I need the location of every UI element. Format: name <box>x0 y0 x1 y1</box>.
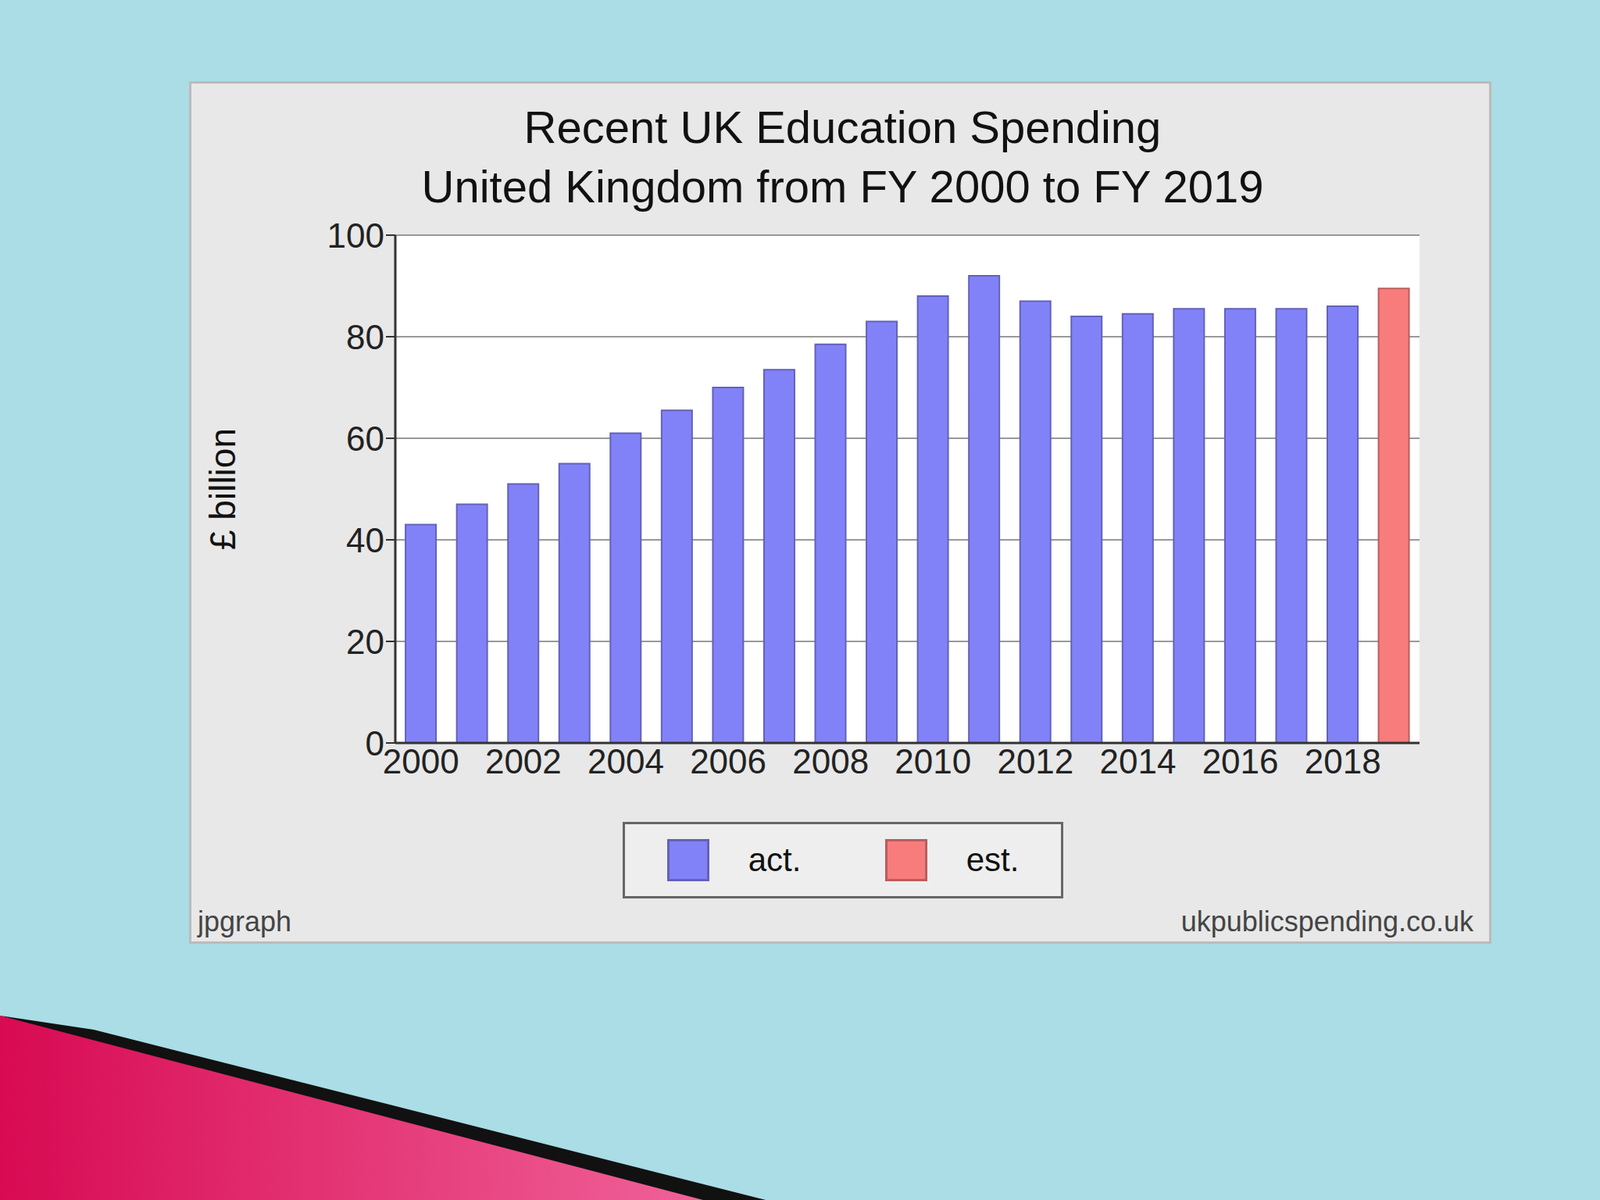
html-text:United Kingdom from FY 2000 to: United Kingdom from FY 2000 to FY 2019 <box>421 160 1264 212</box>
svg-text:2012: 2012 <box>996 742 1074 781</box>
svg-text:80: 80 <box>346 317 385 357</box>
svg-text:2004: 2004 <box>587 742 665 781</box>
html-text:jpgraph: jpgraph <box>197 905 292 938</box>
svg-text:100: 100 <box>327 216 385 255</box>
svg-text:40: 40 <box>346 521 385 560</box>
svg-text:20: 20 <box>346 622 385 661</box>
svg-text:2010: 2010 <box>894 742 972 781</box>
svg-text:2014: 2014 <box>1100 742 1177 781</box>
html-text:Recent UK Education Spending: Recent UK Education Spending <box>523 101 1162 153</box>
svg-text:2016: 2016 <box>1202 742 1279 781</box>
svg-text:2000: 2000 <box>382 742 460 781</box>
svg-text:£ billion: £ billion <box>202 428 243 550</box>
html-text:act.: act. <box>748 841 802 879</box>
svg-text:2006: 2006 <box>689 742 767 781</box>
svg-text:2018: 2018 <box>1304 742 1382 781</box>
html-text:ukpublicspending.co.uk: ukpublicspending.co.uk <box>1181 905 1474 938</box>
html-text:est.: est. <box>966 841 1019 879</box>
svg-text:2002: 2002 <box>485 742 562 781</box>
svg-text:0: 0 <box>365 724 385 763</box>
svg-text:60: 60 <box>346 419 385 458</box>
svg-text:2008: 2008 <box>792 742 869 781</box>
